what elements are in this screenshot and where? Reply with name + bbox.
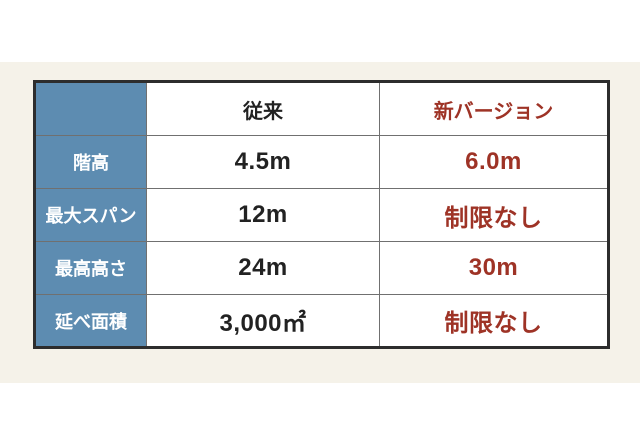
table-row-total-floor-area: 延べ面積 3,000㎡ 制限なし — [34, 294, 609, 348]
table-row-max-height: 最高高さ 24m 30m — [34, 241, 609, 295]
value-new-max-height: 30m — [379, 241, 609, 295]
row-label-max-span: 最大スパン — [34, 188, 147, 242]
value-new-total-floor-area: 制限なし — [379, 294, 609, 348]
value-new-max-span: 制限なし — [379, 188, 609, 242]
value-conventional-max-span: 12m — [146, 188, 380, 242]
header-new-version: 新バージョン — [379, 81, 609, 136]
header-conventional: 従来 — [146, 81, 380, 136]
corner-cell — [34, 81, 147, 136]
comparison-table: 従来 新バージョン 階高 4.5m 6.0m 最大スパン 12m 制限なし 最高… — [33, 80, 610, 349]
value-new-floor-height: 6.0m — [379, 135, 609, 189]
row-label-floor-height: 階高 — [34, 135, 147, 189]
row-label-total-floor-area: 延べ面積 — [34, 294, 147, 348]
value-conventional-floor-height: 4.5m — [146, 135, 380, 189]
table-row-max-span: 最大スパン 12m 制限なし — [34, 188, 609, 242]
row-label-max-height: 最高高さ — [34, 241, 147, 295]
value-conventional-max-height: 24m — [146, 241, 380, 295]
header-row: 従来 新バージョン — [34, 81, 609, 136]
table-row-floor-height: 階高 4.5m 6.0m — [34, 135, 609, 189]
value-conventional-total-floor-area: 3,000㎡ — [146, 294, 380, 348]
